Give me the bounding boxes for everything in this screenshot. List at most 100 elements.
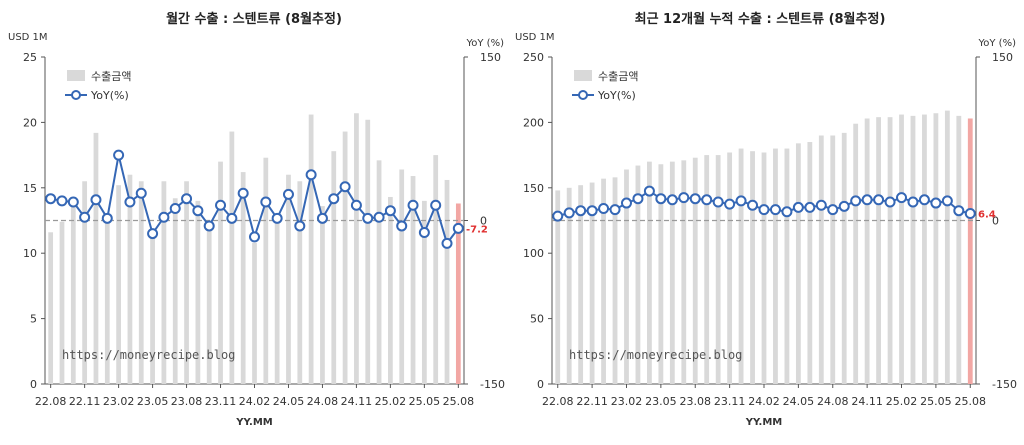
- x-tick-label: 23.11: [205, 395, 237, 408]
- bar: [704, 155, 710, 384]
- x-tick-label: 23.08: [171, 395, 203, 408]
- yoy-point: [407, 199, 419, 211]
- bar: [899, 114, 904, 384]
- yoy-point: [907, 196, 919, 208]
- yoy-point: [430, 199, 442, 211]
- yoy-point: [328, 193, 340, 205]
- x-tick-label: 22.11: [69, 395, 101, 408]
- bar: [206, 225, 212, 384]
- yoy-point: [418, 226, 430, 238]
- bar: [658, 164, 664, 384]
- bar: [93, 132, 99, 384]
- bar: [876, 117, 882, 384]
- bar: [388, 196, 393, 384]
- yoy-point: [781, 206, 793, 218]
- yoy-point: [552, 210, 564, 222]
- yoy-point: [896, 192, 908, 204]
- bar: [48, 232, 54, 384]
- watermark: https://moneyrecipe.blog: [62, 348, 235, 362]
- x-tick-label: 25.08: [443, 395, 475, 408]
- yoy-point: [158, 211, 170, 223]
- left-tick-label: 10: [23, 247, 37, 260]
- bar: [761, 152, 767, 384]
- left-axis-unit: USD 1M: [8, 32, 48, 43]
- bar: [184, 181, 189, 384]
- yoy-point: [563, 207, 575, 219]
- bar: [229, 131, 235, 384]
- bar: [150, 232, 155, 384]
- bar: [161, 181, 167, 384]
- bar: [681, 160, 687, 384]
- bar: [342, 131, 348, 384]
- bar: [433, 155, 439, 384]
- right-tick-label: -150: [480, 378, 505, 391]
- right-axis-unit: YoY (%): [978, 38, 1017, 49]
- legend-bar-label: 수출금액: [598, 70, 638, 83]
- bar: [589, 182, 595, 384]
- yoy-point: [271, 212, 283, 224]
- yoy-point: [441, 237, 453, 249]
- bar: [331, 151, 337, 384]
- yoy-point: [747, 199, 759, 211]
- right-tick-label: 0: [480, 215, 487, 228]
- yoy-point: [101, 212, 113, 224]
- yoy-point: [701, 194, 713, 206]
- yoy-point: [45, 193, 57, 205]
- bar: [566, 187, 572, 384]
- x-tick-label: 25.02: [375, 395, 407, 408]
- x-tick-label: 24.08: [307, 395, 339, 408]
- yoy-point: [169, 203, 181, 215]
- yoy-point: [90, 194, 102, 206]
- yoy-point: [226, 212, 238, 224]
- bar: [104, 213, 110, 384]
- right-tick-label: 0: [992, 215, 999, 228]
- right-tick-label: -150: [992, 378, 1017, 391]
- bar: [195, 200, 201, 384]
- left-tick-label: 20: [23, 116, 37, 129]
- bar: [784, 148, 790, 384]
- yoy-point: [884, 196, 896, 208]
- bar: [624, 169, 629, 384]
- yoy-point: [643, 185, 655, 197]
- yoy-point: [452, 222, 464, 234]
- yoy-point: [964, 208, 976, 220]
- left-tick-label: 50: [530, 313, 544, 326]
- bar: [116, 185, 121, 384]
- bar: [410, 176, 416, 384]
- x-tick-label: 23.02: [103, 395, 135, 408]
- bar: [365, 119, 371, 384]
- bar: [933, 113, 939, 384]
- bar: [692, 157, 698, 384]
- yoy-point: [678, 192, 690, 204]
- bar: [308, 114, 314, 384]
- left-tick-label: 5: [30, 313, 37, 326]
- yoy-series-line: [50, 154, 460, 246]
- x-tick-label: 24.11: [341, 395, 373, 408]
- chart-title: 최근 12개월 누적 수출 : 스텐트류 (8월추정): [635, 11, 886, 27]
- bar: [320, 206, 325, 384]
- bar: [944, 110, 950, 385]
- yoy-point: [79, 211, 91, 223]
- yoy-point: [215, 199, 227, 211]
- yoy-point: [724, 198, 736, 210]
- x-tick-label: 22.11: [576, 395, 608, 408]
- x-tick-label: 24.02: [748, 395, 780, 408]
- left-tick-label: 250: [523, 51, 544, 64]
- yoy-point: [203, 220, 215, 232]
- yoy-point: [918, 194, 930, 206]
- bar: [555, 190, 561, 384]
- legend-line-label: YoY(%): [597, 89, 636, 102]
- bar: [263, 157, 269, 384]
- yoy-point: [930, 197, 942, 209]
- bar: [172, 198, 178, 384]
- yoy-point: [620, 197, 632, 209]
- yoy-point: [396, 220, 408, 232]
- bar: [922, 114, 927, 384]
- yoy-point: [181, 193, 193, 205]
- x-tick-label: 22.08: [35, 395, 67, 408]
- x-tick-label: 24.11: [851, 395, 883, 408]
- yoy-point: [861, 194, 873, 206]
- yoy-point: [192, 205, 204, 217]
- yoy-point: [769, 204, 781, 216]
- legend-line-marker: [578, 90, 588, 100]
